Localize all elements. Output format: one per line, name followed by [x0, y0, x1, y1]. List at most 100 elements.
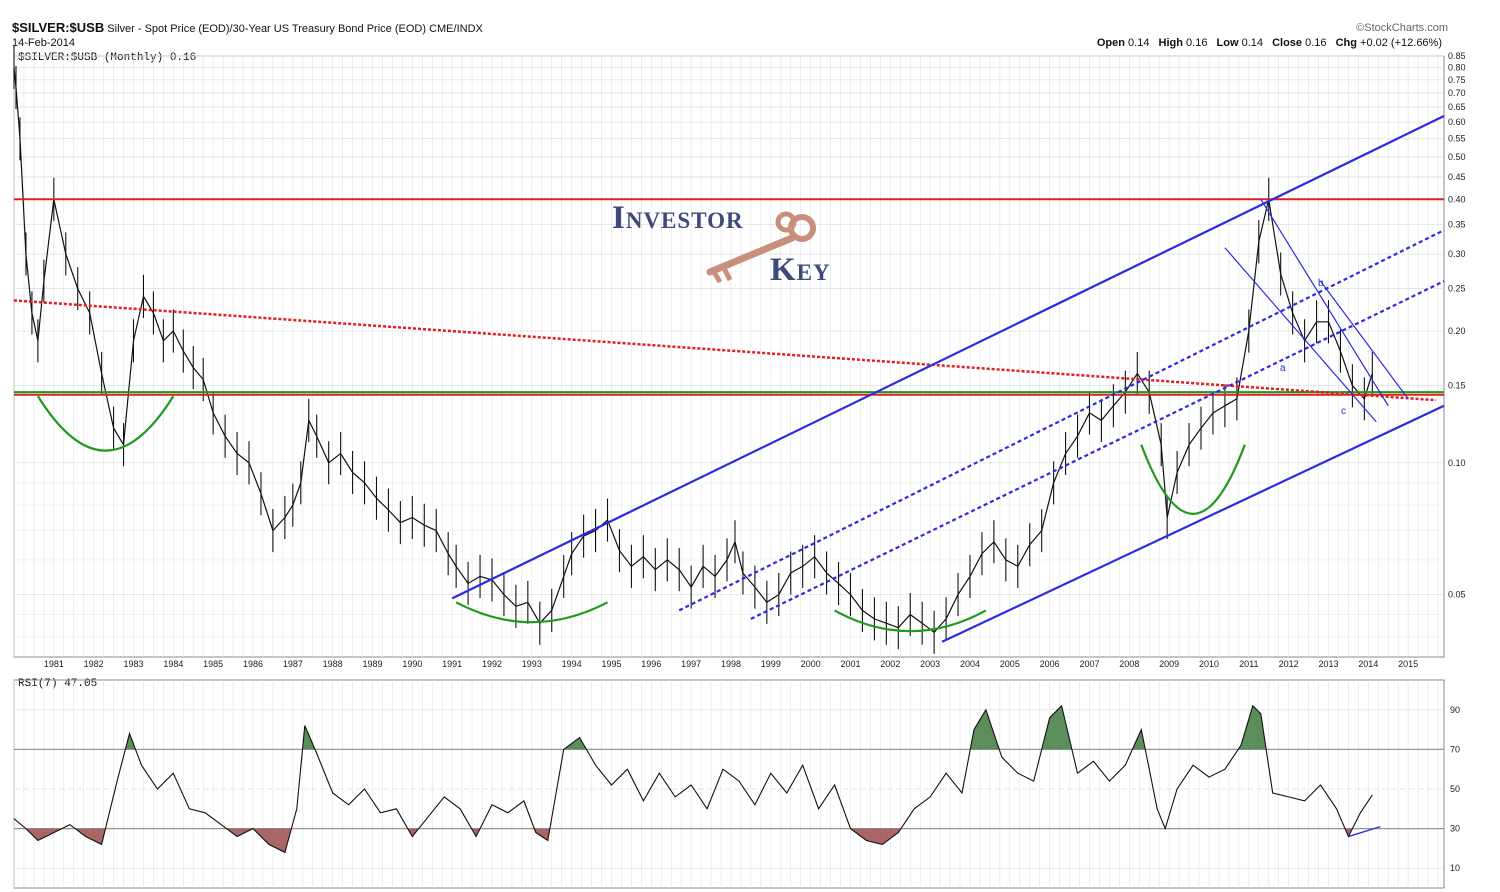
rsi-y-tick-label: 10 — [1450, 863, 1460, 873]
price-series-line — [13, 67, 1373, 634]
chg-label: Chg — [1335, 37, 1357, 49]
rsi-overbought-fill — [14, 705, 1373, 750]
rsi-y-tick-label: 90 — [1450, 705, 1460, 715]
y-tick-label: 0.60 — [1448, 117, 1466, 127]
cup-arc-4 — [1140, 444, 1246, 515]
x-tick-label: 2015 — [1398, 659, 1418, 669]
x-tick-label: 2007 — [1079, 659, 1099, 669]
exchange-label: CME/INDX — [429, 23, 483, 35]
channel-mid-lower-line — [750, 280, 1445, 620]
y-tick-label: 0.05 — [1448, 590, 1466, 600]
x-tick-label: 2010 — [1199, 659, 1219, 669]
x-tick-label: 2012 — [1279, 659, 1299, 669]
y-tick-label: 0.20 — [1448, 326, 1466, 336]
key-logo-icon — [706, 211, 816, 284]
chart-header: $SILVER:$USB Silver - Spot Price (EOD)/3… — [12, 20, 483, 35]
price-panel-frame — [13, 55, 1445, 658]
rsi-panel-frame — [13, 679, 1445, 889]
date-label: 14-Feb-2014 — [12, 37, 75, 49]
open-value: 0.14 — [1128, 37, 1150, 49]
x-tick-label: 2008 — [1119, 659, 1139, 669]
x-tick-label: 1991 — [442, 659, 462, 669]
x-tick-label: 1986 — [243, 659, 263, 669]
close-label: Close — [1272, 37, 1303, 49]
x-tick-label: 1992 — [482, 659, 502, 669]
y-tick-label: 0.10 — [1448, 458, 1466, 468]
x-tick-label: 2000 — [801, 659, 821, 669]
x-tick-label: 1989 — [362, 659, 382, 669]
watermark: ©StockCharts.com — [1356, 22, 1448, 34]
y-tick-label: 0.65 — [1448, 102, 1466, 112]
cup-arc-2 — [455, 601, 609, 624]
open-label: Open — [1096, 37, 1125, 49]
rsi-y-tick-label: 70 — [1450, 744, 1460, 754]
rsi-series-line — [13, 704, 1373, 854]
y-tick-label: 0.45 — [1448, 172, 1466, 182]
y-tick-label: 0.70 — [1448, 88, 1466, 98]
x-tick-label: 2011 — [1239, 659, 1258, 669]
wave-label-c: c — [1341, 406, 1346, 417]
logo-text-key: Key — [770, 252, 831, 288]
wave-channel-line-2 — [1260, 198, 1389, 407]
y-tick-label: 0.25 — [1448, 284, 1466, 294]
x-tick-label: 1994 — [562, 659, 582, 669]
channel-mid-upper-line — [678, 229, 1445, 612]
x-tick-label: 1985 — [203, 659, 223, 669]
y-tick-label: 0.40 — [1448, 194, 1466, 204]
ohlc-readout: Open 0.14 High 0.16 Low 0.14 Close 0.16 … — [1091, 37, 1442, 49]
x-tick-label: 2013 — [1318, 659, 1338, 669]
symbol-label: $SILVER:$USB — [12, 20, 105, 35]
x-tick-label: 2001 — [840, 659, 860, 669]
cup-arc-3 — [834, 609, 987, 633]
channel-lower-line — [941, 404, 1445, 643]
close-value: 0.16 — [1305, 37, 1327, 49]
channel-upper-line — [451, 114, 1445, 600]
rsi-y-tick-label: 50 — [1450, 784, 1460, 794]
wave-label-b: b — [1318, 278, 1324, 289]
wave-label-a: a — [1280, 363, 1286, 374]
y-tick-label: 0.50 — [1448, 152, 1466, 162]
x-tick-label: 2004 — [960, 659, 980, 669]
x-tick-label: 1999 — [761, 659, 781, 669]
x-tick-label: 1984 — [163, 659, 183, 669]
rsi-y-tick-label: 30 — [1450, 824, 1460, 834]
rsi-legend: RSI(7) 47.05 — [18, 678, 98, 690]
x-tick-label: 1995 — [601, 659, 621, 669]
descending-trendline — [13, 299, 1437, 402]
x-tick-label: 1990 — [402, 659, 422, 669]
cup-arc-1 — [36, 395, 175, 452]
x-tick-label: 1988 — [323, 659, 343, 669]
x-tick-label: 1982 — [84, 659, 104, 669]
x-tick-label: 2005 — [1000, 659, 1020, 669]
y-tick-label: 0.75 — [1448, 75, 1466, 85]
rsi-oversold-fill — [14, 828, 1373, 853]
x-tick-label: 2003 — [920, 659, 940, 669]
low-label: Low — [1216, 37, 1239, 49]
y-tick-label: 0.35 — [1448, 220, 1466, 230]
y-tick-label: 0.15 — [1448, 381, 1466, 391]
y-tick-label: 0.30 — [1448, 249, 1466, 259]
chg-value: +0.02 (+12.66%) — [1360, 37, 1442, 49]
high-value: 0.16 — [1186, 37, 1208, 49]
x-tick-label: 2002 — [880, 659, 900, 669]
low-value: 0.14 — [1241, 37, 1264, 49]
x-tick-label: 1981 — [44, 659, 64, 669]
price-legend: $SILVER:$USB (Monthly) 0.16 — [18, 52, 197, 64]
wave-channel-line-3 — [1320, 280, 1409, 400]
x-tick-label: 2006 — [1040, 659, 1060, 669]
x-tick-label: 2014 — [1358, 659, 1378, 669]
x-tick-label: 1983 — [123, 659, 143, 669]
y-tick-label: 0.80 — [1448, 63, 1466, 73]
y-tick-label: 0.55 — [1448, 134, 1466, 144]
description-label: Silver - Spot Price (EOD)/30-Year US Tre… — [107, 23, 426, 35]
x-tick-label: 2009 — [1159, 659, 1179, 669]
high-label: High — [1158, 37, 1183, 49]
rsi-divergence-line — [1348, 825, 1381, 838]
y-tick-label: 0.85 — [1448, 51, 1466, 61]
x-tick-label: 1987 — [283, 659, 303, 669]
x-tick-label: 1996 — [641, 659, 661, 669]
x-tick-label: 1993 — [522, 659, 542, 669]
x-tick-label: 1997 — [681, 659, 701, 669]
logo-text-investor: Investor — [612, 200, 744, 236]
